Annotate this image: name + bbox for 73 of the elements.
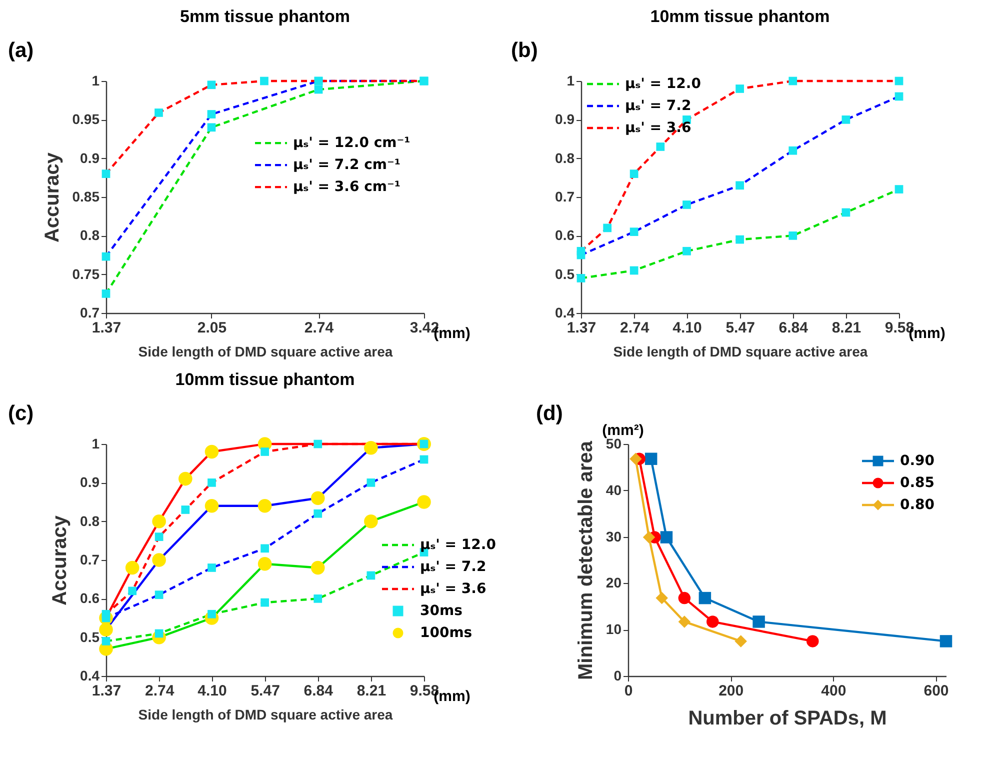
y-tick-label: 0.7 [80, 552, 100, 568]
x-tick-label: 600 [924, 682, 949, 700]
x-tick-label: 8.21 [832, 320, 862, 336]
legend-label: 0.80 [900, 497, 935, 513]
y-tick-label: 0.95 [72, 111, 100, 128]
x-axis-title: Side length of DMD square active area [138, 706, 393, 722]
x-tick-label: 5.47 [250, 682, 280, 700]
legend-label: 30ms [420, 603, 462, 619]
y-tick-label: 0 [614, 668, 622, 684]
y-tick-label: 0.85 [72, 188, 100, 204]
y-tick-label: 0.6 [80, 590, 100, 606]
y-tick-label: 0.5 [80, 628, 100, 645]
y-tick-label: 1 [92, 72, 100, 88]
x-tick-label: 2.74 [620, 320, 650, 336]
x-tick-label: 2.74 [304, 320, 334, 336]
text: (b) [511, 39, 538, 62]
x-tick-label: 6.84 [778, 320, 809, 336]
y-tick-label: 30 [606, 528, 622, 544]
x-axis-title: Side length of DMD square active area [138, 344, 393, 360]
y-tick-label: 0.7 [80, 304, 100, 320]
y-tick-label: 0.6 [555, 227, 575, 244]
legend-label: μₛ' = 12.0 [420, 537, 496, 553]
x-tick-label: 6.84 [304, 682, 334, 700]
legend-label: μₛ' = 3.6 [625, 120, 692, 136]
x-tick-label: 5.47 [726, 320, 755, 336]
y-tick-label: 0.75 [72, 266, 100, 282]
x-tick-label: 8.21 [356, 682, 386, 700]
x-tick-label: 4.10 [198, 682, 227, 700]
y-tick-label: 40 [606, 482, 622, 498]
x-tick-label: 2.74 [144, 682, 175, 700]
text: (c) [8, 402, 34, 425]
x-tick-label: 1.37 [92, 320, 122, 336]
legend-label: μₛ' = 7.2 [420, 559, 486, 575]
x-axis-title: Number of SPADs, M [688, 708, 887, 730]
legend-label: 100ms [420, 625, 472, 641]
legend-label: 0.90 [900, 453, 935, 469]
text: (a) [8, 39, 34, 62]
legend-label: μₛ' = 7.2 [625, 98, 692, 114]
y-tick-label: 10 [606, 621, 622, 638]
x-tick-label: 200 [718, 682, 744, 700]
y-axis-title: Accuracy [49, 514, 72, 606]
y-tick-label: 0.8 [80, 512, 100, 529]
x-tick-label: 400 [821, 682, 846, 700]
legend-label: μₛ' = 3.6 cm⁻¹ [293, 179, 400, 196]
y-tick-label: 0.5 [555, 266, 575, 282]
y-tick-label: 1 [92, 436, 100, 452]
y-axis-title: Minimum detectable area [574, 440, 597, 680]
y-tick-label: 0.7 [555, 188, 575, 204]
x-tick-label: 2.05 [197, 320, 227, 336]
legend-label: μₛ' = 12.0 [625, 76, 702, 92]
y-tick-label: 1 [566, 72, 575, 88]
y-tick-label: 0.9 [555, 111, 575, 128]
chart-title: 5mm tissue phantom [180, 7, 350, 26]
x-tick-label: 1.37 [92, 682, 122, 700]
y-tick-label: 0.4 [555, 304, 575, 320]
chart-title: 10mm tissue phantom [175, 370, 355, 389]
text: (d) [536, 402, 563, 425]
legend-label: μₛ' = 12.0 cm⁻¹ [293, 135, 410, 152]
y-tick-label: 0.8 [555, 150, 575, 166]
y-tick-label: 0.9 [80, 150, 100, 166]
x-tick-label: 1.37 [566, 320, 596, 336]
x-tick-label: 4.10 [672, 320, 702, 336]
x-axis-title: Side length of DMD square active area [613, 344, 868, 360]
legend-label: 0.85 [900, 475, 935, 491]
y-tick-label: 0.4 [80, 668, 100, 684]
legend-label: μₛ' = 3.6 [420, 581, 486, 597]
y-tick-label: 0.8 [80, 227, 100, 244]
legend-label: μₛ' = 7.2 cm⁻¹ [293, 157, 400, 174]
chart-title: 10mm tissue phantom [650, 7, 830, 26]
y-tick-label: 20 [606, 574, 622, 591]
x-tick-label: 0 [624, 682, 633, 700]
y-axis-title: Accuracy [41, 152, 64, 243]
y-tick-label: 0.9 [80, 474, 100, 490]
